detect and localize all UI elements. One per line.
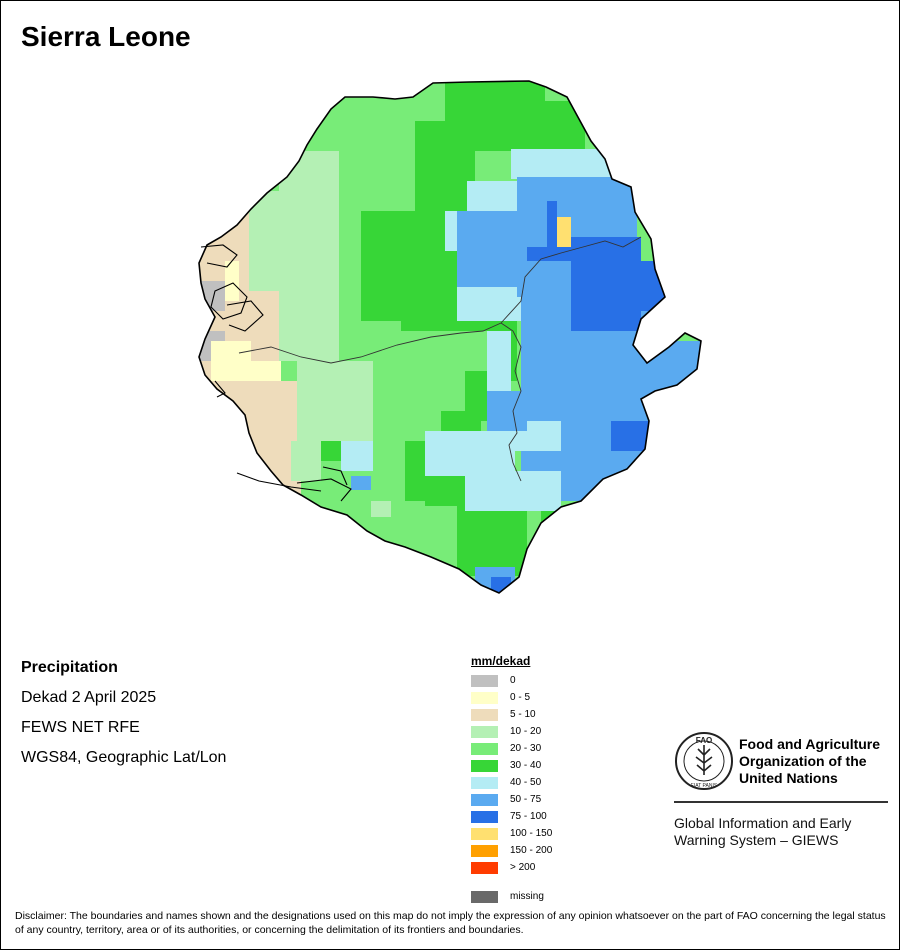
map-info: Precipitation Dekad 2 April 2025 FEWS NE… bbox=[21, 658, 226, 778]
organization-name: Food and Agriculture Organization of the… bbox=[739, 736, 881, 786]
legend-title: mm/dekad bbox=[471, 654, 531, 668]
legend-item: 50 - 75 bbox=[471, 791, 552, 808]
legend-swatch bbox=[471, 691, 498, 704]
legend-label: 20 - 30 bbox=[510, 743, 542, 754]
legend-swatch bbox=[471, 827, 498, 840]
legend-swatch bbox=[471, 776, 498, 789]
legend-swatch bbox=[471, 742, 498, 755]
legend-item: 0 - 5 bbox=[471, 689, 552, 706]
legend-label: 30 - 40 bbox=[510, 760, 542, 771]
coastline-islands bbox=[200, 244, 352, 502]
legend-label: 0 bbox=[510, 675, 516, 686]
fao-logo-letters: FAO bbox=[696, 736, 712, 745]
legend-label: > 200 bbox=[510, 862, 536, 873]
legend-swatch bbox=[471, 844, 498, 857]
legend-item: 75 - 100 bbox=[471, 808, 552, 825]
period-label: Dekad 2 April 2025 bbox=[21, 689, 157, 706]
rainfall-grid bbox=[199, 81, 701, 593]
legend-label: 150 - 200 bbox=[510, 845, 553, 856]
legend-swatch bbox=[471, 890, 498, 903]
legend-item: 0 bbox=[471, 672, 552, 689]
legend-label: 100 - 150 bbox=[510, 828, 553, 839]
legend-item: 40 - 50 bbox=[471, 774, 552, 791]
legend: mm/dekad 0 0 - 5 5 - 10 10 - 20 20 - 30 … bbox=[471, 654, 552, 905]
legend-item: 150 - 200 bbox=[471, 842, 552, 859]
legend-swatch bbox=[471, 708, 498, 721]
fao-logo-motto: FIAT PANIS bbox=[691, 783, 718, 789]
legend-label: 75 - 100 bbox=[510, 811, 547, 822]
fao-logo-icon: FAO FIAT PANIS bbox=[675, 732, 733, 790]
legend-item: 5 - 10 bbox=[471, 706, 552, 723]
legend-swatch bbox=[471, 725, 498, 738]
map-title: Sierra Leone bbox=[21, 21, 191, 52]
variable-label: Precipitation bbox=[21, 659, 118, 676]
legend-label: 0 - 5 bbox=[510, 692, 531, 703]
legend-swatch bbox=[471, 810, 498, 823]
legend-item: > 200 bbox=[471, 859, 552, 876]
precipitation-map bbox=[181, 71, 721, 601]
legend-swatch bbox=[471, 793, 498, 806]
district-boundaries bbox=[238, 236, 642, 482]
legend-item: 20 - 30 bbox=[471, 740, 552, 757]
legend-label: 50 - 75 bbox=[510, 794, 542, 805]
projection-label: WGS84, Geographic Lat/Lon bbox=[21, 749, 227, 766]
legend-label: 5 - 10 bbox=[510, 709, 536, 720]
legend-item: 10 - 20 bbox=[471, 723, 552, 740]
legend-label: 10 - 20 bbox=[510, 726, 542, 737]
legend-item: 30 - 40 bbox=[471, 757, 552, 774]
program-name: Global Information and Early Warning Sys… bbox=[674, 815, 852, 848]
legend-swatch bbox=[471, 759, 498, 772]
legend-label: 40 - 50 bbox=[510, 777, 542, 788]
disclaimer: Disclaimer: The boundaries and names sho… bbox=[15, 910, 886, 936]
legend-item-missing: missing bbox=[471, 888, 552, 905]
source-label: FEWS NET RFE bbox=[21, 719, 140, 736]
divider bbox=[674, 801, 888, 803]
legend-item: 100 - 150 bbox=[471, 825, 552, 842]
legend-swatch bbox=[471, 674, 498, 687]
legend-swatch bbox=[471, 861, 498, 874]
legend-label: missing bbox=[510, 891, 544, 902]
